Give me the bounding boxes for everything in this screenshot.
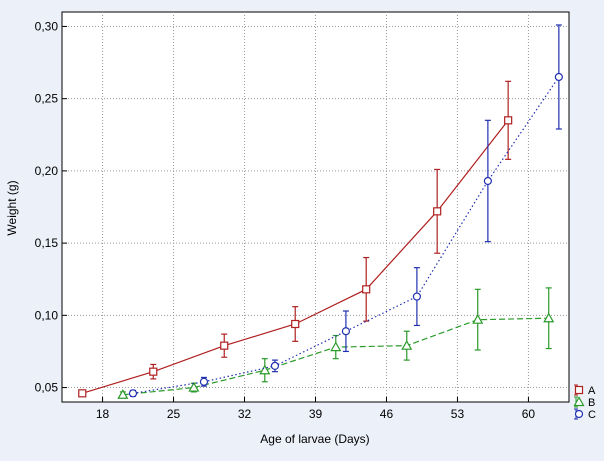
y-tick-label: 0,15: [35, 236, 59, 250]
legend-marker: [573, 396, 585, 407]
data-point: [149, 367, 158, 376]
y-axis: 0,05 0,10 0,15 0,20 0,25 0,30: [35, 19, 67, 395]
y-tick-label: 0,25: [35, 92, 59, 106]
series-A: [78, 80, 513, 398]
x-tick-label: 60: [522, 407, 536, 421]
legend-marker: [574, 385, 584, 395]
data-point: [199, 377, 209, 386]
data-point: [128, 389, 138, 398]
x-tick-label: 39: [309, 407, 323, 421]
legend-label: A: [588, 385, 596, 397]
series-B: [117, 287, 555, 399]
data-point: [362, 285, 371, 294]
data-point: [78, 389, 87, 398]
y-axis-label: Weight (g): [5, 180, 19, 235]
series-layer: [78, 24, 563, 399]
x-tick-label: 46: [380, 407, 394, 421]
legend-marker: [574, 409, 584, 419]
data-point: [270, 361, 280, 370]
data-point: [117, 389, 129, 399]
data-point: [188, 381, 200, 392]
x-axis: 18 25 32 39 46 53 60: [96, 397, 536, 421]
data-point: [543, 312, 555, 323]
data-point: [341, 327, 351, 336]
data-point: [433, 207, 442, 216]
x-tick-label: 32: [238, 407, 252, 421]
x-tick-label: 18: [96, 407, 110, 421]
x-axis-label: Age of larvae (Days): [260, 432, 369, 446]
legend: ABC: [573, 384, 596, 421]
x-tick-label: 53: [451, 407, 465, 421]
y-tick-label: 0,05: [35, 381, 59, 395]
data-point: [483, 176, 492, 186]
data-point: [412, 292, 421, 301]
legend-label: C: [588, 409, 596, 421]
data-point: [504, 116, 513, 125]
x-tick-label: 25: [167, 407, 181, 421]
data-point: [220, 341, 229, 350]
series-C: [128, 24, 563, 398]
y-tick-label: 0,20: [35, 164, 59, 178]
legend-item: B: [573, 396, 595, 409]
data-point: [330, 341, 342, 352]
y-tick-label: 0,10: [35, 308, 59, 322]
grid-lines: [62, 12, 569, 402]
data-point: [291, 319, 300, 329]
legend-label: B: [588, 397, 595, 409]
data-point: [472, 313, 484, 324]
data-point: [259, 364, 271, 375]
data-point: [401, 339, 413, 350]
legend-item: C: [574, 408, 596, 421]
legend-item: A: [574, 384, 596, 397]
data-point: [554, 72, 563, 82]
y-tick-label: 0,30: [35, 19, 59, 33]
